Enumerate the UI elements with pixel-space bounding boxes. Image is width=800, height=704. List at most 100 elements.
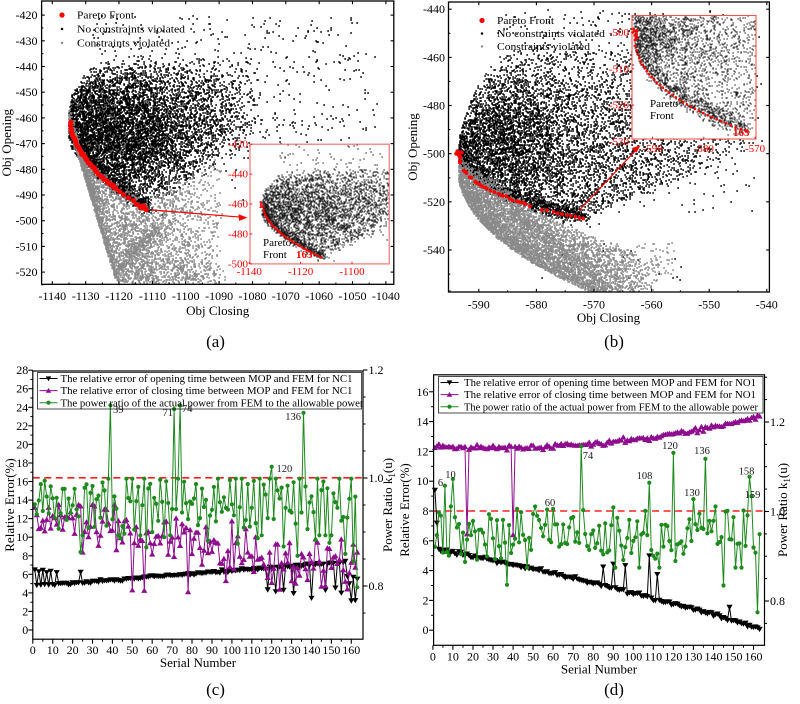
svg-text:163: 163 <box>296 249 313 261</box>
svg-text:The relative error of opening: The relative error of opening time betwe… <box>61 374 353 385</box>
svg-text:22: 22 <box>16 419 28 433</box>
svg-text:4: 4 <box>22 586 28 600</box>
svg-text:-1130: -1130 <box>72 289 100 303</box>
svg-text:Constraints violated: Constraints violated <box>77 39 171 50</box>
svg-text:24: 24 <box>16 400 28 414</box>
svg-text:-590: -590 <box>468 297 490 311</box>
svg-text:80: 80 <box>587 650 599 664</box>
svg-text:-500: -500 <box>16 214 38 228</box>
svg-text:-470: -470 <box>16 137 38 151</box>
svg-text:-1080: -1080 <box>239 289 267 303</box>
svg-text:26: 26 <box>16 382 28 396</box>
svg-text:Serial Number: Serial Number <box>561 662 638 677</box>
svg-text:14: 14 <box>16 493 28 507</box>
svg-text:Front: Front <box>650 110 674 122</box>
svg-text:Obj Opening: Obj Opening <box>405 113 420 181</box>
svg-text:-460: -460 <box>16 111 38 125</box>
svg-text:Relative Error(%): Relative Error(%) <box>2 458 17 551</box>
svg-text:74: 74 <box>182 404 193 415</box>
svg-text:158: 158 <box>739 467 755 478</box>
svg-text:10: 10 <box>445 470 456 481</box>
svg-text:Pareto: Pareto <box>650 98 679 110</box>
svg-text:-420: -420 <box>16 8 38 22</box>
svg-text:1.0: 1.0 <box>770 505 785 519</box>
svg-text:-1120: -1120 <box>288 266 314 278</box>
svg-text:(a): (a) <box>206 332 225 351</box>
svg-text:-480: -480 <box>228 229 249 241</box>
svg-text:-510: -510 <box>16 239 38 253</box>
svg-text:150: 150 <box>725 650 743 664</box>
svg-text:50: 50 <box>126 643 138 657</box>
svg-text:150: 150 <box>322 643 340 657</box>
svg-text:Relative Error(%): Relative Error(%) <box>397 463 412 556</box>
svg-text:6: 6 <box>423 534 429 548</box>
svg-text:140: 140 <box>303 643 321 657</box>
svg-text:Power Ratio k1(u): Power Ratio k1(u) <box>380 458 397 552</box>
svg-text:100: 100 <box>223 643 241 657</box>
svg-text:-520: -520 <box>609 100 630 112</box>
svg-text:Power Ratio k1(u): Power Ratio k1(u) <box>775 463 792 557</box>
svg-text:-520: -520 <box>16 265 38 279</box>
svg-text:6: 6 <box>438 478 443 489</box>
svg-text:The power ratio of the actual: The power ratio of the actual power from… <box>61 398 364 409</box>
svg-text:-570: -570 <box>583 297 605 311</box>
svg-text:108: 108 <box>637 471 653 482</box>
svg-text:20: 20 <box>16 437 28 451</box>
svg-text:160: 160 <box>342 643 360 657</box>
svg-text:60: 60 <box>545 498 556 509</box>
svg-text:-580: -580 <box>525 297 547 311</box>
svg-text:10: 10 <box>447 650 459 664</box>
svg-text:1.2: 1.2 <box>770 415 785 429</box>
svg-text:Constraints violated: Constraints violated <box>497 42 591 53</box>
svg-text:120: 120 <box>662 441 678 452</box>
svg-text:(d): (d) <box>604 680 624 699</box>
svg-text:1: 1 <box>634 30 640 42</box>
svg-text:-1040: -1040 <box>372 289 400 303</box>
svg-text:120: 120 <box>277 464 293 475</box>
svg-text:-450: -450 <box>16 85 38 99</box>
svg-text:-1090: -1090 <box>205 289 233 303</box>
svg-text:16: 16 <box>417 385 429 399</box>
svg-text:The relative error of closing: The relative error of closing time betwe… <box>61 386 353 397</box>
svg-text:The relative error of opening: The relative error of opening time betwe… <box>464 378 756 389</box>
svg-text:90: 90 <box>607 650 619 664</box>
svg-text:14: 14 <box>417 415 429 429</box>
svg-text:159: 159 <box>745 490 761 501</box>
svg-text:140: 140 <box>705 650 723 664</box>
svg-text:136: 136 <box>285 412 301 423</box>
svg-text:12: 12 <box>417 444 429 458</box>
svg-text:12: 12 <box>16 512 28 526</box>
svg-text:-500: -500 <box>609 27 630 39</box>
svg-text:71: 71 <box>163 408 174 419</box>
svg-text:-540: -540 <box>423 243 445 257</box>
svg-text:-500: -500 <box>228 258 249 270</box>
svg-text:120: 120 <box>664 650 682 664</box>
svg-text:Obj Opening: Obj Opening <box>0 108 14 176</box>
svg-text:-1140: -1140 <box>237 266 263 278</box>
svg-text:50: 50 <box>527 650 539 664</box>
svg-text:0.8: 0.8 <box>369 579 384 593</box>
svg-text:-510: -510 <box>609 63 630 75</box>
svg-text:120: 120 <box>263 643 281 657</box>
svg-text:-570: -570 <box>745 143 766 155</box>
svg-text:-1100: -1100 <box>339 266 365 278</box>
svg-text:-420: -420 <box>228 139 249 151</box>
svg-text:60: 60 <box>547 650 559 664</box>
svg-text:-550: -550 <box>698 297 720 311</box>
svg-text:Obj Closing: Obj Closing <box>186 303 250 318</box>
svg-text:Obj Closing: Obj Closing <box>577 310 641 325</box>
svg-text:110: 110 <box>645 650 663 664</box>
svg-text:Pareto Front: Pareto Front <box>497 16 554 27</box>
svg-text:110: 110 <box>243 643 261 657</box>
svg-text:-480: -480 <box>423 99 445 113</box>
svg-text:130: 130 <box>684 650 702 664</box>
svg-text:100: 100 <box>624 650 642 664</box>
svg-text:30: 30 <box>87 643 99 657</box>
svg-text:-520: -520 <box>423 195 445 209</box>
svg-text:-460: -460 <box>423 50 445 64</box>
svg-text:130: 130 <box>283 643 301 657</box>
svg-text:163: 163 <box>733 127 750 139</box>
svg-text:Pareto Front: Pareto Front <box>77 11 134 22</box>
svg-text:136: 136 <box>694 446 710 457</box>
svg-text:0: 0 <box>430 650 436 664</box>
